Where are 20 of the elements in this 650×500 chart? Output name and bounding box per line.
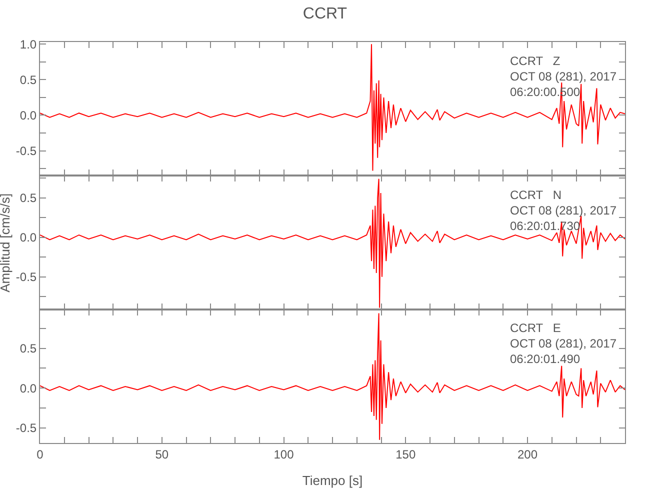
x-tick-label: 100 <box>274 447 294 462</box>
line-series <box>40 312 625 440</box>
y-axis-title: Amplitud [cm/s/s] <box>0 193 12 292</box>
y-tick-label: 1.0 <box>20 37 37 52</box>
x-tick-label: 150 <box>396 447 416 462</box>
x-tick-label: 0 <box>36 447 44 462</box>
y-tick-label: -0.5 <box>16 270 37 284</box>
y-tick-label: 0.5 <box>20 72 37 87</box>
annotation: CCRT E OCT 08 (281), 2017 06:20:01.490 <box>510 321 617 366</box>
x-tick-label: 200 <box>517 447 538 462</box>
y-tick-label: 0.0 <box>20 108 37 122</box>
y-tick-label: 0.5 <box>20 342 37 356</box>
y-tick-label: -0.5 <box>16 421 37 436</box>
y-tick-label: -0.5 <box>16 144 37 158</box>
x-axis-title: Tiempo [s] <box>302 473 363 488</box>
x-tick-label: 50 <box>155 447 169 462</box>
y-tick-label: 0.0 <box>20 381 37 396</box>
y-tick-label: 0.0 <box>20 230 37 245</box>
chart-title: CCRT <box>302 6 348 23</box>
y-tick-label: 0.5 <box>20 191 37 206</box>
